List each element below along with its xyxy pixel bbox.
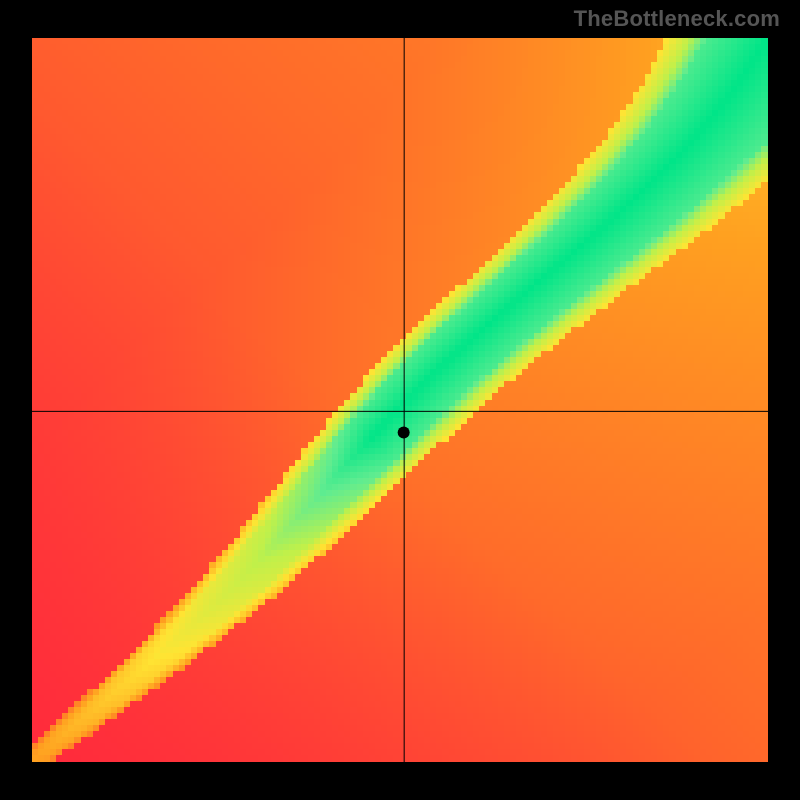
watermark-text: TheBottleneck.com [574, 6, 780, 32]
plot-area [32, 38, 768, 762]
page-root: TheBottleneck.com [0, 0, 800, 800]
heatmap-canvas [32, 38, 768, 762]
